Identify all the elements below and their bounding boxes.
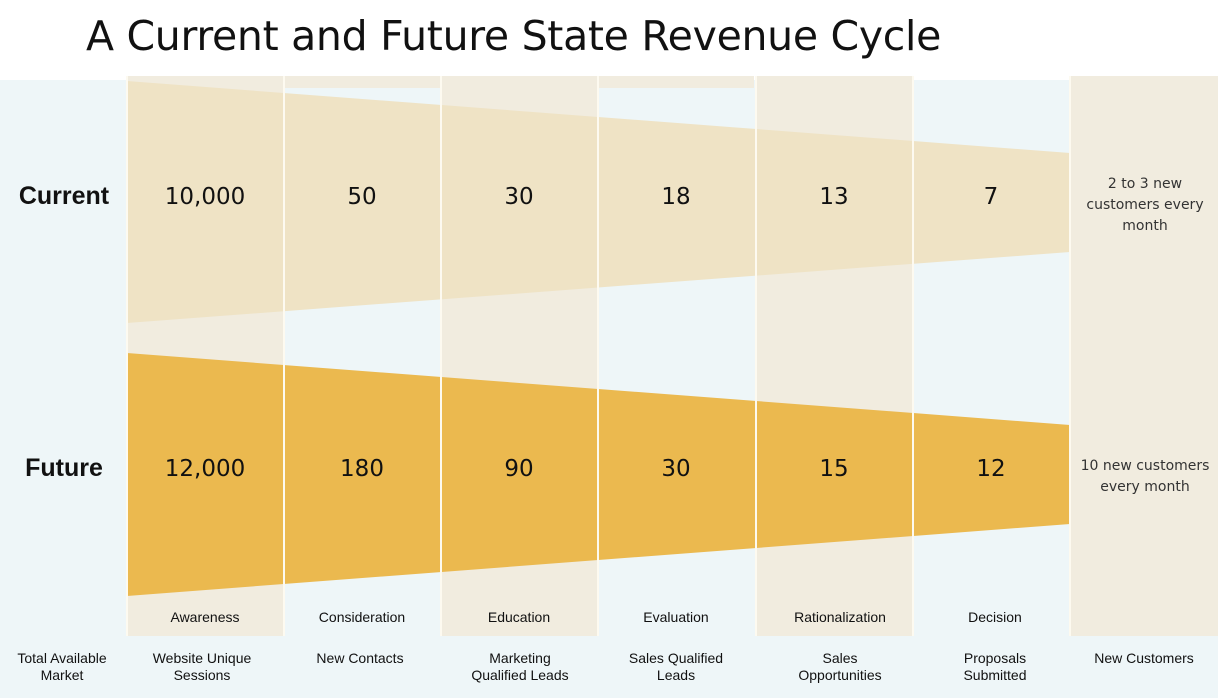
metric-opportunities: Sales Opportunities [756, 650, 924, 684]
metric-sql-line-2: Leads [656, 667, 696, 683]
metric-total-line-1: Total Available [17, 650, 107, 666]
current-value-proposals: 7 [983, 184, 999, 210]
future-value-sql: 30 [661, 456, 691, 482]
metric-sql-line-1: Sales Qualified [628, 650, 724, 666]
stage-awareness: Awareness [170, 609, 240, 625]
future-outcome-line-2: every month [1100, 479, 1190, 495]
row-label-current: Current [18, 182, 110, 210]
metric-opportunities-line-2: Opportunities [798, 667, 882, 683]
metric-sql: Sales Qualified Leads [598, 650, 754, 684]
metric-proposals: Proposals Submitted [913, 650, 1077, 684]
future-value-opportunities: 15 [819, 456, 849, 482]
future-value-mql: 90 [504, 456, 534, 482]
metric-proposals-line-2: Submitted [963, 667, 1027, 683]
metric-sessions-line-2: Sessions [173, 667, 231, 683]
future-value-contacts: 180 [340, 456, 384, 482]
metric-mql: Marketing Qualified Leads [441, 650, 599, 684]
current-value-opportunities: 13 [819, 184, 849, 210]
stage-education: Education [487, 609, 551, 625]
future-outcome: 10 new customers every month [1072, 456, 1218, 498]
metric-new-contacts: New Contacts [284, 650, 436, 667]
current-value-sql: 18 [661, 184, 691, 210]
metric-sessions-line-1: Website Unique [152, 650, 252, 666]
current-value-contacts: 50 [347, 184, 377, 210]
stage-decision: Decision [968, 609, 1022, 625]
current-outcome-line-3: month [1122, 218, 1168, 234]
row-label-future: Future [25, 454, 103, 482]
metric-new-customers-line-1: New Customers [1094, 650, 1194, 666]
current-outcome: 2 to 3 new customers every month [1072, 174, 1218, 237]
column-band-new-customers [1070, 76, 1218, 636]
page-title: A Current and Future State Revenue Cycle [86, 12, 942, 60]
metric-contacts-line-1: New Contacts [316, 650, 404, 666]
stage-rationalization: Rationalization [794, 609, 886, 625]
metric-opportunities-line-1: Sales [822, 650, 858, 666]
future-value-proposals: 12 [976, 456, 1006, 482]
stage-evaluation: Evaluation [643, 609, 709, 625]
metric-total-line-2: Market [40, 667, 84, 683]
current-value-mql: 30 [504, 184, 534, 210]
column-band-evaluation [598, 76, 754, 88]
column-band-consideration [284, 76, 440, 88]
column-dividers [126, 76, 1071, 636]
future-outcome-line-1: 10 new customers [1080, 458, 1210, 474]
current-outcome-line-1: 2 to 3 new [1107, 176, 1183, 192]
stage-consideration: Consideration [318, 609, 406, 625]
metric-website-sessions: Website Unique Sessions [127, 650, 277, 684]
metric-new-customers: New Customers [1070, 650, 1218, 667]
current-outcome-line-2: customers every [1086, 197, 1204, 213]
metric-proposals-line-1: Proposals [963, 650, 1027, 666]
future-value-sessions: 12,000 [164, 456, 246, 482]
metric-total-available-market: Total Available Market [0, 650, 124, 684]
metric-mql-line-2: Qualified Leads [471, 667, 569, 683]
metric-mql-line-1: Marketing [489, 650, 551, 666]
current-value-sessions: 10,000 [164, 184, 246, 210]
